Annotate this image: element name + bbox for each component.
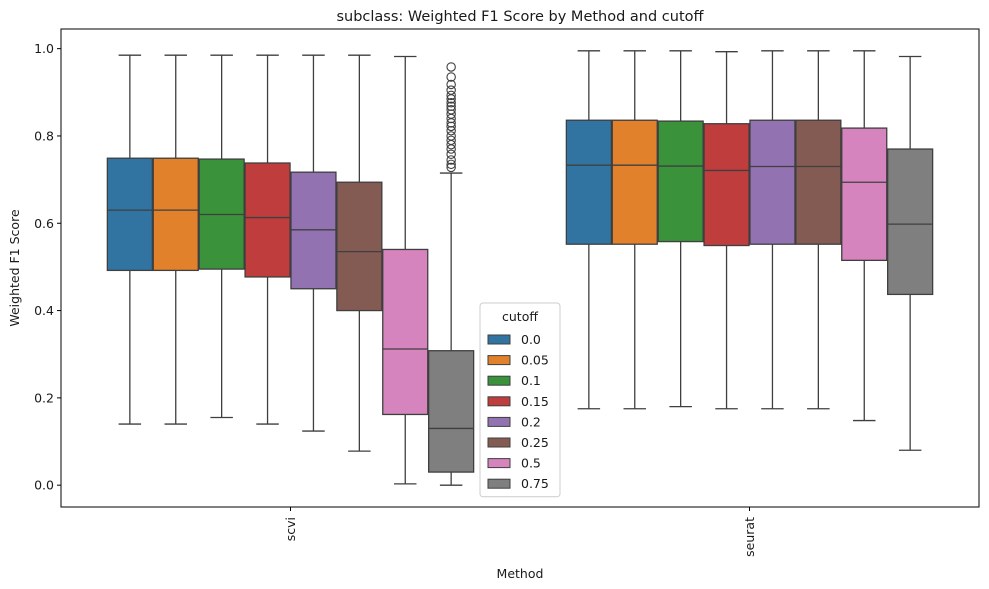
box-seurat-0.5 [841,50,888,422]
box-body [657,120,704,243]
legend-swatch [487,375,511,386]
outlier-point [446,155,456,165]
y-tick-label: 0.0 [34,478,54,493]
legend-swatch [487,478,511,489]
legend-entry-label: 0.25 [521,435,549,450]
box-body [244,162,291,278]
legend-frame [479,302,561,498]
x-tick-label: scvi [283,517,298,541]
box-body [106,157,153,272]
box-scvi-0.5 [382,55,429,485]
box-scvi-0.05 [152,54,199,425]
outlier-point [446,72,456,82]
legend-swatch [487,355,511,366]
y-tick-label: 0.8 [34,128,54,143]
outlier-point [446,149,456,160]
box-body [611,119,658,245]
legend-swatch [487,334,511,345]
box-seurat-0.0 [565,50,612,410]
legend-swatch [487,396,511,407]
legend-swatch [487,416,511,427]
outlier-point [446,98,456,108]
box-seurat-0.2 [749,50,796,410]
box-body [152,157,199,272]
legend-entry-label: 0.05 [521,353,549,368]
box-scvi-0.1 [198,54,245,419]
box-scvi-0.0 [106,54,153,425]
legend-entry-label: 0.5 [521,456,541,471]
box-seurat-0.15 [703,51,750,410]
x-axis: scvi seurat [283,507,757,557]
box-body [382,248,429,416]
box-seurat-0.75 [887,55,934,451]
box-body [887,148,934,296]
box-scvi-0.2 [290,54,337,432]
box-scvi-0.15 [244,54,291,425]
box-scvi-0.25 [336,54,383,452]
legend-entry-label: 0.15 [521,394,549,409]
y-axis-label: Weighted F1 Score [7,209,22,327]
legend-swatch [487,437,511,448]
outlier-point [446,62,456,72]
plot-frame [60,28,980,508]
legend-swatch [487,458,511,469]
box-body [703,123,750,247]
y-tick-label: 0.6 [34,216,54,231]
legend-entry-label: 0.1 [521,373,541,388]
legend-entry-label: 0.0 [521,332,541,347]
y-tick-label: 0.4 [34,303,54,318]
box-body [336,181,383,312]
box-body [428,350,475,473]
y-axis: 0.0 0.2 0.4 0.6 0.8 1.0 [34,41,61,493]
outlier-point [446,85,456,95]
outlier-point [446,90,456,101]
y-tick-label: 0.2 [34,390,54,405]
box-body [841,127,888,262]
legend: cutoff 0.0 0.05 0.1 0.15 0.2 0.25 0.5 0.75 [479,302,561,498]
box-scvi-0.75 [428,62,475,486]
box-seurat-0.05 [611,50,658,410]
outlier-point [446,159,456,170]
outlier-point [446,105,456,115]
box-body [795,119,842,245]
box-body [565,119,612,245]
outlier-point [446,135,456,146]
outlier-point [446,162,456,173]
legend-title: cutoff [502,309,538,324]
boxes-layer [106,50,934,486]
x-tick-label: seurat [742,517,757,557]
box-body [749,119,796,245]
y-tick-label: 1.0 [34,41,54,56]
x-axis-label: Method [497,566,544,581]
legend-entry-label: 0.2 [521,414,541,429]
outlier-point [446,101,456,112]
outlier-point [446,79,456,90]
outlier-point [446,131,456,141]
box-seurat-0.1 [657,50,704,408]
legend-entry-label: 0.75 [521,476,549,491]
box-seurat-0.25 [795,50,842,410]
box-body [290,171,337,290]
chart-title: subclass: Weighted F1 Score by Method an… [336,9,704,25]
